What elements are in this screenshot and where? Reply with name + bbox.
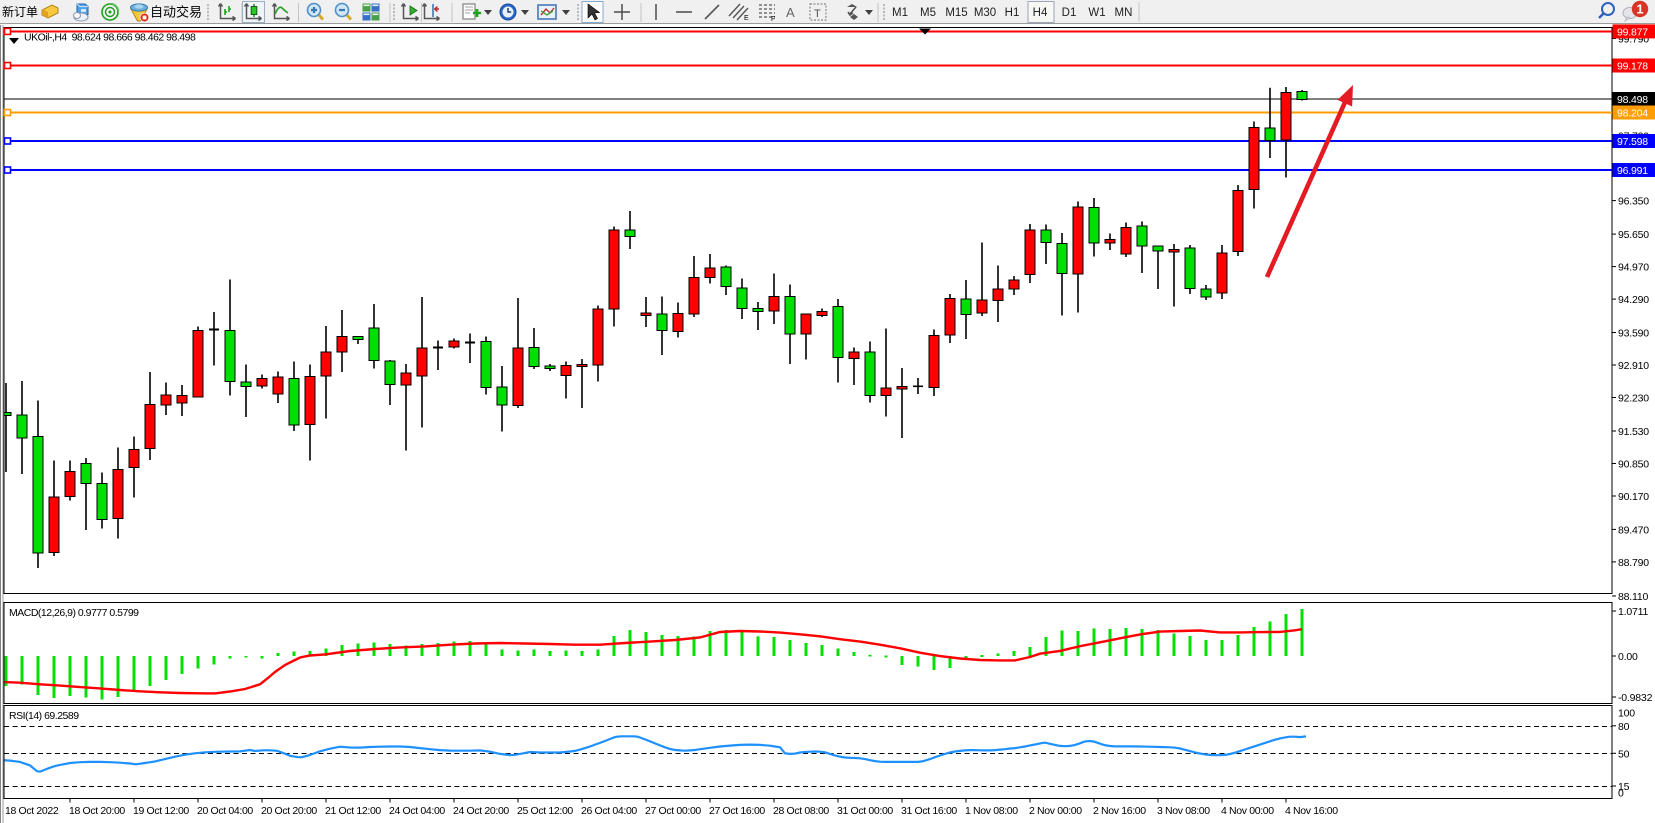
svg-text:97.598: 97.598 — [1617, 136, 1648, 148]
svg-text:98.498: 98.498 — [1617, 94, 1648, 106]
svg-text:95.650: 95.650 — [1618, 229, 1649, 241]
svg-text:88.110: 88.110 — [1618, 591, 1648, 603]
svg-text:20 Oct 20:00: 20 Oct 20:00 — [261, 805, 317, 817]
svg-text:1: 1 — [1636, 2, 1643, 17]
svg-text:M15: M15 — [945, 7, 967, 19]
svg-text:94.970: 94.970 — [1618, 262, 1649, 274]
svg-text:15: 15 — [1618, 781, 1630, 793]
svg-text:24 Oct 20:00: 24 Oct 20:00 — [453, 805, 509, 817]
svg-text:92.230: 92.230 — [1618, 393, 1649, 405]
svg-text:27 Oct 00:00: 27 Oct 00:00 — [645, 805, 701, 817]
svg-text:MACD(12,26,9) 0.9777 0.5799: MACD(12,26,9) 0.9777 0.5799 — [9, 607, 139, 619]
svg-text:1 Nov 08:00: 1 Nov 08:00 — [965, 805, 1018, 817]
svg-text:31 Oct 00:00: 31 Oct 00:00 — [837, 805, 893, 817]
svg-text:96.350: 96.350 — [1618, 196, 1649, 208]
svg-text:90.170: 90.170 — [1618, 491, 1649, 503]
svg-text:50: 50 — [1618, 748, 1630, 760]
svg-text:99.178: 99.178 — [1617, 61, 1648, 73]
svg-text:26 Oct 04:00: 26 Oct 04:00 — [581, 805, 637, 817]
svg-text:24 Oct 04:00: 24 Oct 04:00 — [389, 805, 445, 817]
svg-text:18 Oct 20:00: 18 Oct 20:00 — [69, 805, 125, 817]
svg-text:92.910: 92.910 — [1618, 360, 1649, 372]
svg-text:2 Nov 00:00: 2 Nov 00:00 — [1029, 805, 1082, 817]
svg-text:99.877: 99.877 — [1617, 26, 1648, 38]
svg-text:2 Nov 16:00: 2 Nov 16:00 — [1093, 805, 1146, 817]
svg-text:M30: M30 — [974, 7, 996, 19]
svg-text:96.991: 96.991 — [1617, 165, 1648, 177]
svg-text:91.530: 91.530 — [1618, 426, 1649, 438]
svg-text:3 Nov 08:00: 3 Nov 08:00 — [1157, 805, 1210, 817]
svg-text:M5: M5 — [920, 7, 936, 19]
svg-text:RSI(14) 69.2589: RSI(14) 69.2589 — [9, 710, 79, 722]
svg-text:28 Oct 08:00: 28 Oct 08:00 — [773, 805, 829, 817]
svg-text:90.850: 90.850 — [1618, 459, 1649, 471]
svg-text:自动交易: 自动交易 — [150, 5, 202, 20]
svg-text:新订单: 新订单 — [2, 4, 38, 19]
svg-text:21 Oct 12:00: 21 Oct 12:00 — [325, 805, 381, 817]
svg-text:100: 100 — [1618, 708, 1635, 720]
svg-text:80: 80 — [1618, 721, 1630, 733]
svg-text:T: T — [814, 8, 821, 20]
svg-text:0: 0 — [1618, 788, 1624, 800]
svg-text:98.204: 98.204 — [1617, 108, 1648, 120]
svg-text:E: E — [744, 15, 749, 22]
svg-text:93.590: 93.590 — [1618, 328, 1649, 340]
svg-text:4 Nov 16:00: 4 Nov 16:00 — [1285, 805, 1338, 817]
svg-text:H4: H4 — [1033, 7, 1048, 19]
svg-text:4 Nov 00:00: 4 Nov 00:00 — [1221, 805, 1274, 817]
svg-text:20 Oct 04:00: 20 Oct 04:00 — [197, 805, 253, 817]
svg-text:M1: M1 — [892, 7, 908, 19]
svg-text:18 Oct 2022: 18 Oct 2022 — [5, 805, 59, 817]
svg-text:UKOil-,H4 98.624 98.666 98.46: UKOil-,H4 98.624 98.666 98.462 98.498 — [24, 32, 196, 44]
svg-text:89.470: 89.470 — [1618, 524, 1649, 536]
svg-text:0.00: 0.00 — [1618, 651, 1638, 663]
svg-text:F: F — [771, 16, 775, 23]
svg-text:D1: D1 — [1062, 7, 1077, 19]
svg-text:27 Oct 16:00: 27 Oct 16:00 — [709, 805, 765, 817]
svg-text:W1: W1 — [1088, 7, 1105, 19]
svg-text:H1: H1 — [1005, 7, 1020, 19]
svg-text:31 Oct 16:00: 31 Oct 16:00 — [901, 805, 957, 817]
svg-text:-0.9832: -0.9832 — [1618, 692, 1653, 704]
svg-text:MN: MN — [1115, 7, 1133, 19]
svg-text:25 Oct 12:00: 25 Oct 12:00 — [517, 805, 573, 817]
svg-text:A: A — [786, 5, 795, 20]
svg-text:19 Oct 12:00: 19 Oct 12:00 — [133, 805, 189, 817]
svg-text:94.290: 94.290 — [1618, 294, 1649, 306]
svg-text:88.790: 88.790 — [1618, 557, 1649, 569]
svg-text:1.0711: 1.0711 — [1618, 606, 1648, 618]
